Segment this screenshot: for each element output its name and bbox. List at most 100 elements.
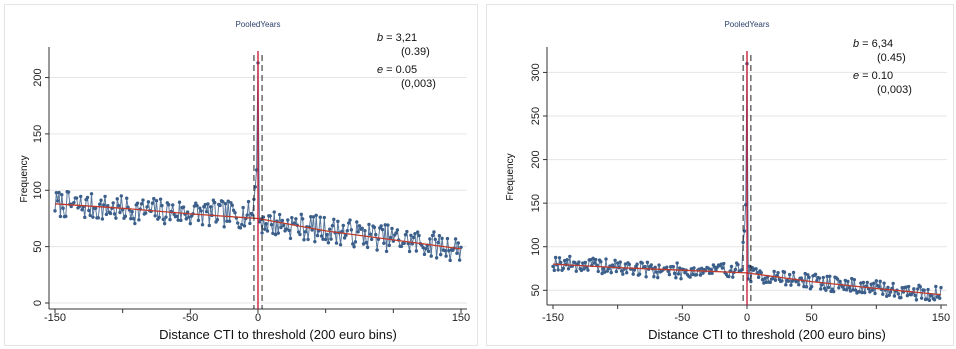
observed-point: [591, 256, 595, 260]
observed-point: [143, 211, 148, 215]
observed-point: [579, 268, 584, 273]
observed-point: [424, 247, 428, 251]
annotation-b-value: b = 6,34: [853, 38, 893, 50]
observed-point: [679, 277, 683, 281]
observed-point: [652, 275, 656, 279]
observed-point: [741, 240, 745, 245]
observed-point: [918, 285, 923, 289]
y-tick-label: 0: [32, 300, 44, 306]
observed-point: [860, 290, 864, 295]
observed-point: [384, 249, 389, 254]
observed-point: [240, 222, 244, 227]
observed-point: [280, 218, 285, 223]
x-axis-label: Distance CTI to threshold (200 euro bins…: [648, 327, 886, 342]
annotation-value-text: = 6,34: [859, 38, 893, 50]
observed-point: [130, 209, 134, 214]
observed-point: [825, 274, 829, 279]
observed-point: [326, 241, 331, 245]
observed-point: [56, 199, 60, 203]
observed-point: [204, 210, 209, 214]
observed-point: [873, 291, 877, 296]
observed-point: [904, 285, 908, 289]
observed-point: [586, 268, 590, 272]
observed-point: [313, 239, 317, 244]
observed-point: [439, 252, 443, 257]
observed-point: [939, 285, 943, 290]
observed-point: [383, 223, 387, 227]
observed-point: [768, 280, 772, 284]
observed-point: [222, 225, 226, 229]
observed-point: [888, 290, 893, 294]
observed-point: [448, 258, 452, 263]
observed-point: [294, 217, 298, 221]
observed-point: [298, 232, 302, 237]
x-axis-label: Distance CTI to threshold (200 euro bins…: [159, 327, 397, 342]
observed-point: [171, 203, 175, 207]
observed-point: [878, 279, 882, 284]
observed-point: [323, 237, 328, 242]
observed-point: [707, 271, 712, 276]
observed-point: [675, 261, 679, 265]
observed-point: [196, 218, 201, 223]
x-tick-label: -50: [674, 312, 690, 324]
observed-point: [667, 272, 672, 277]
annotation-symbol: e: [853, 70, 859, 82]
observed-point: [900, 286, 904, 290]
observed-point: [379, 224, 383, 228]
observed-point: [106, 204, 110, 208]
observed-point: [405, 229, 409, 234]
observed-point: [241, 205, 245, 210]
observed-point: [592, 261, 597, 265]
observed-point: [848, 289, 853, 293]
observed-point: [694, 273, 699, 277]
observed-point: [851, 288, 855, 292]
observed-point: [97, 202, 102, 206]
observed-point: [111, 201, 115, 205]
observed-point: [557, 256, 562, 260]
observed-point: [764, 280, 769, 285]
observed-point: [821, 275, 826, 280]
x-tick-label: 0: [744, 312, 750, 324]
observed-point: [896, 292, 901, 296]
observed-point: [577, 260, 581, 264]
observed-point: [407, 249, 412, 254]
observed-point: [925, 297, 929, 301]
observed-point: [388, 235, 393, 240]
observed-point: [319, 234, 324, 238]
observed-point: [54, 191, 59, 195]
observed-point: [623, 262, 628, 266]
y-tick-label: 300: [530, 63, 542, 81]
observed-point: [719, 262, 723, 266]
annotation-b-se: (0.39): [401, 46, 430, 58]
observed-point: [83, 215, 87, 220]
observed-point: [443, 248, 447, 253]
observed-point: [559, 260, 563, 265]
observed-point: [368, 232, 373, 236]
observed-point: [72, 200, 76, 205]
chart-panel-left: PooledYears 0 50 100 150 200 -150 -50 0 150 Distan…: [4, 4, 478, 346]
observed-point: [123, 214, 128, 218]
observed-point: [613, 258, 617, 263]
observed-point: [566, 267, 571, 271]
observed-point: [367, 222, 371, 227]
observed-point: [100, 217, 105, 221]
observed-point: [403, 233, 408, 237]
annotation-value-text: = 0.05: [383, 64, 417, 76]
observed-point: [221, 200, 225, 204]
observed-point: [158, 197, 163, 201]
observed-point: [119, 194, 124, 198]
observed-point: [428, 237, 432, 241]
observed-point: [411, 235, 416, 240]
observed-point: [850, 276, 854, 281]
observed-point: [568, 254, 572, 259]
observed-point: [166, 203, 171, 207]
observed-point: [154, 199, 159, 203]
observed-point: [618, 260, 622, 264]
y-tick-label: 50: [32, 241, 44, 253]
observed-point: [276, 231, 280, 235]
observed-point: [874, 279, 879, 283]
observed-point: [233, 211, 237, 215]
observed-point: [771, 276, 775, 281]
observed-point: [835, 277, 840, 281]
observed-point: [665, 265, 669, 269]
